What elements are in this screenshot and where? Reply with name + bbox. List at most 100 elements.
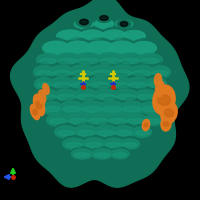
Ellipse shape xyxy=(144,123,148,127)
Ellipse shape xyxy=(42,38,70,58)
Ellipse shape xyxy=(88,118,108,124)
Ellipse shape xyxy=(50,118,66,124)
Ellipse shape xyxy=(129,62,155,82)
Ellipse shape xyxy=(79,27,105,45)
Ellipse shape xyxy=(116,50,144,70)
Ellipse shape xyxy=(110,147,130,161)
Ellipse shape xyxy=(73,89,99,103)
Ellipse shape xyxy=(117,20,131,28)
Ellipse shape xyxy=(147,119,161,123)
Ellipse shape xyxy=(142,107,158,112)
Ellipse shape xyxy=(125,74,151,94)
Ellipse shape xyxy=(43,84,49,94)
Ellipse shape xyxy=(130,65,154,79)
Ellipse shape xyxy=(131,38,157,58)
Ellipse shape xyxy=(77,130,95,136)
Ellipse shape xyxy=(87,77,113,91)
Ellipse shape xyxy=(157,95,171,105)
Ellipse shape xyxy=(113,126,135,138)
Ellipse shape xyxy=(120,101,144,115)
Ellipse shape xyxy=(106,73,134,95)
Ellipse shape xyxy=(72,149,92,159)
Ellipse shape xyxy=(68,46,88,52)
Ellipse shape xyxy=(128,119,144,124)
Ellipse shape xyxy=(71,146,93,162)
Ellipse shape xyxy=(35,78,54,90)
Ellipse shape xyxy=(57,30,83,42)
Ellipse shape xyxy=(119,98,145,118)
Ellipse shape xyxy=(80,30,104,42)
Ellipse shape xyxy=(133,70,151,76)
Ellipse shape xyxy=(144,115,164,125)
Ellipse shape xyxy=(145,75,167,93)
Ellipse shape xyxy=(90,82,110,88)
Ellipse shape xyxy=(112,70,132,76)
Ellipse shape xyxy=(66,73,94,95)
Ellipse shape xyxy=(83,35,101,40)
Ellipse shape xyxy=(54,89,78,103)
Ellipse shape xyxy=(89,65,115,79)
Ellipse shape xyxy=(135,46,153,52)
Ellipse shape xyxy=(139,99,161,117)
Ellipse shape xyxy=(115,18,133,30)
Ellipse shape xyxy=(63,138,85,150)
Ellipse shape xyxy=(146,78,166,90)
Ellipse shape xyxy=(78,98,106,118)
Ellipse shape xyxy=(109,41,135,55)
Ellipse shape xyxy=(144,112,164,128)
Ellipse shape xyxy=(58,58,78,64)
Ellipse shape xyxy=(33,94,45,116)
Ellipse shape xyxy=(108,62,136,82)
Ellipse shape xyxy=(120,58,140,64)
Ellipse shape xyxy=(79,101,105,115)
Ellipse shape xyxy=(66,113,90,127)
Ellipse shape xyxy=(125,114,147,126)
Ellipse shape xyxy=(96,94,116,100)
Ellipse shape xyxy=(50,65,74,79)
Ellipse shape xyxy=(74,125,98,139)
Ellipse shape xyxy=(163,122,169,126)
Ellipse shape xyxy=(95,19,114,29)
Ellipse shape xyxy=(115,20,133,28)
Ellipse shape xyxy=(65,41,91,55)
Ellipse shape xyxy=(77,23,91,27)
Ellipse shape xyxy=(107,77,133,91)
Ellipse shape xyxy=(74,153,90,157)
Ellipse shape xyxy=(92,149,112,159)
Ellipse shape xyxy=(150,66,170,78)
Ellipse shape xyxy=(46,110,70,130)
Ellipse shape xyxy=(59,98,85,118)
Ellipse shape xyxy=(137,50,163,70)
Ellipse shape xyxy=(72,86,100,106)
Ellipse shape xyxy=(37,54,59,66)
Ellipse shape xyxy=(47,114,69,126)
Ellipse shape xyxy=(110,82,130,88)
Ellipse shape xyxy=(36,101,42,109)
Ellipse shape xyxy=(101,27,127,45)
Ellipse shape xyxy=(85,143,103,148)
Ellipse shape xyxy=(30,104,40,120)
Ellipse shape xyxy=(84,110,112,130)
Ellipse shape xyxy=(106,143,122,147)
Ellipse shape xyxy=(120,136,140,152)
Ellipse shape xyxy=(55,53,81,67)
Ellipse shape xyxy=(94,125,118,139)
Ellipse shape xyxy=(85,38,115,58)
Ellipse shape xyxy=(53,86,79,106)
Ellipse shape xyxy=(138,94,154,100)
Ellipse shape xyxy=(69,118,87,124)
Ellipse shape xyxy=(102,136,126,152)
Ellipse shape xyxy=(76,94,96,100)
Ellipse shape xyxy=(102,106,122,112)
Ellipse shape xyxy=(37,83,51,88)
Ellipse shape xyxy=(161,102,177,124)
Ellipse shape xyxy=(152,88,172,104)
Ellipse shape xyxy=(56,27,84,45)
Polygon shape xyxy=(11,0,189,187)
Ellipse shape xyxy=(74,19,94,29)
Ellipse shape xyxy=(134,86,158,106)
Ellipse shape xyxy=(96,14,112,22)
Ellipse shape xyxy=(53,82,71,88)
Ellipse shape xyxy=(63,106,81,112)
Ellipse shape xyxy=(109,118,127,124)
